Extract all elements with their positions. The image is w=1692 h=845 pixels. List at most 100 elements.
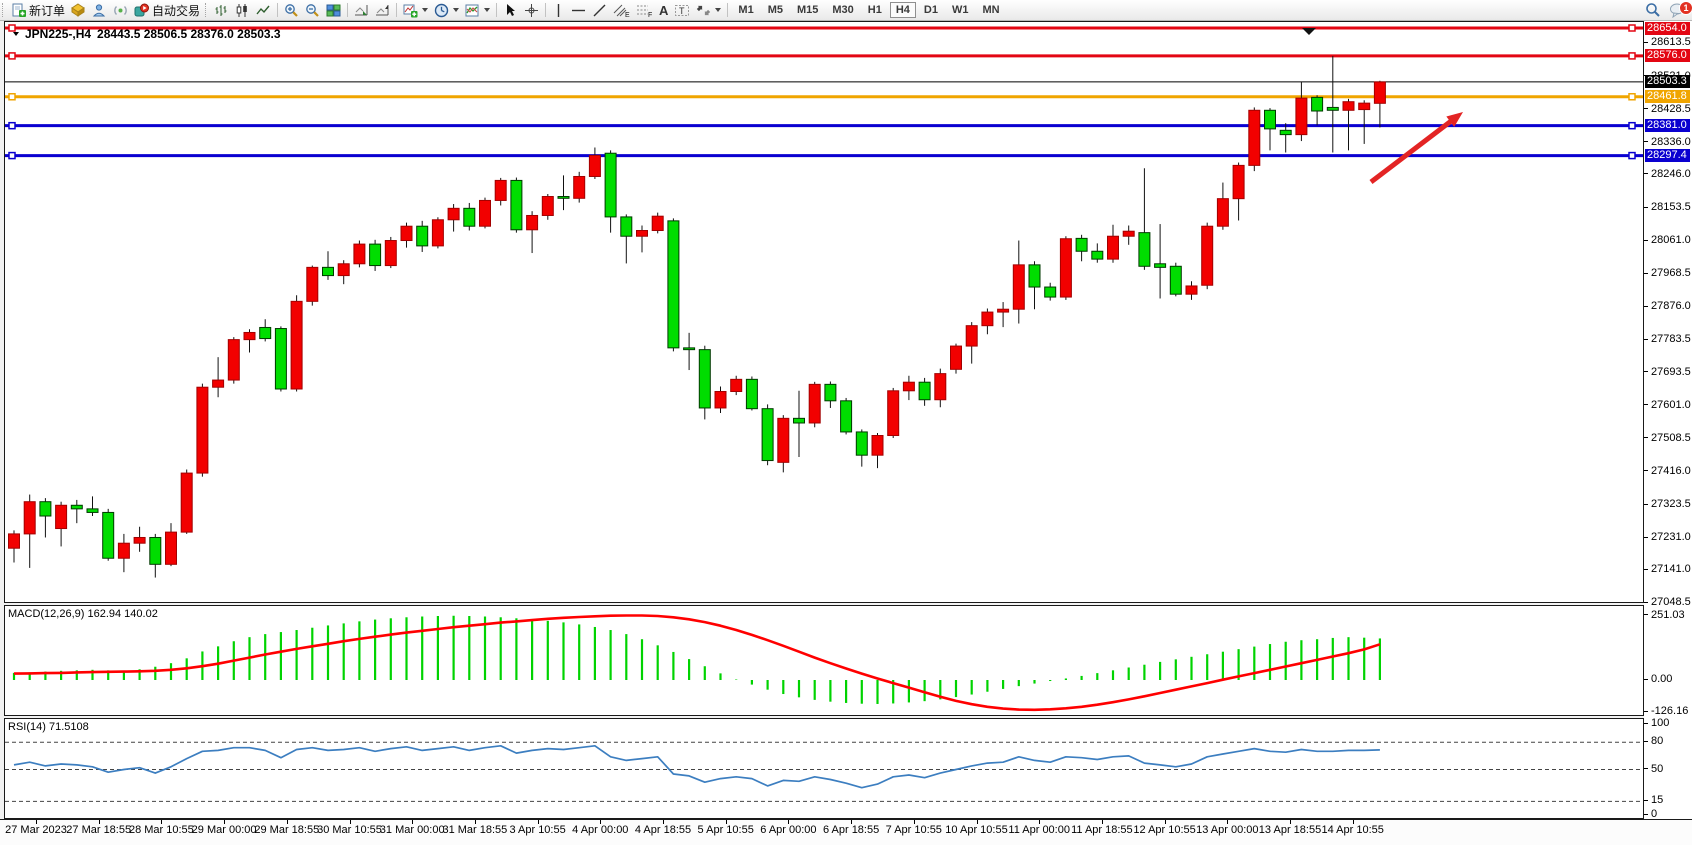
- new-order-button[interactable]: 新订单: [8, 1, 68, 19]
- timeframe-button-m1[interactable]: M1: [738, 4, 754, 16]
- vertical-line-tool[interactable]: [549, 1, 568, 19]
- trend-arrow-head[interactable]: [1446, 112, 1463, 127]
- timeframe-button-m15[interactable]: M15: [796, 4, 819, 16]
- time-axis-label: 4 Apr 00:00: [572, 824, 629, 836]
- line-chart-button[interactable]: [253, 1, 274, 19]
- candle: [887, 387, 900, 439]
- candle: [1059, 236, 1072, 300]
- timeframe-button-h4[interactable]: H4: [889, 2, 916, 18]
- candle-body: [165, 531, 177, 565]
- timeframe-button-h1[interactable]: H1: [867, 4, 882, 16]
- horizontal-level-line[interactable]: [5, 24, 1643, 32]
- chart-title[interactable]: JPN225-,H4 28443.5 28506.5 28376.0 28503…: [12, 27, 281, 41]
- level-anchor-left[interactable]: [8, 24, 16, 32]
- new-chart-button[interactable]: [400, 1, 431, 19]
- channel-tool[interactable]: E: [610, 1, 633, 19]
- candle-body: [117, 542, 130, 559]
- time-axis-label: 13 Apr 00:00: [1196, 824, 1259, 836]
- fibonacci-tool[interactable]: F: [633, 1, 656, 19]
- timeframe-button-m5[interactable]: M5: [767, 4, 783, 16]
- time-tick-mark: [474, 820, 476, 824]
- signals-button[interactable]: [110, 1, 131, 19]
- search-icon[interactable]: [1645, 2, 1661, 18]
- autotrading-button[interactable]: 自动交易: [131, 1, 203, 19]
- price-tick: 27968.5: [1644, 267, 1691, 279]
- price-level-badge: 28381.0: [1645, 119, 1690, 133]
- level-anchor-left[interactable]: [8, 121, 16, 130]
- cursor-tool-button[interactable]: [500, 1, 521, 19]
- rsi-tick-mark: [1644, 768, 1648, 769]
- level-anchor-right[interactable]: [1628, 121, 1636, 130]
- indicators-button[interactable]: [462, 1, 493, 19]
- macd-pane[interactable]: [4, 605, 1644, 716]
- price-axis[interactable]: 28613.528521.028428.528336.028246.028153…: [1644, 21, 1692, 820]
- chart-title-caret[interactable]: [13, 32, 19, 36]
- text-tool-icon: A: [659, 2, 669, 18]
- arrows-tool[interactable]: [693, 1, 724, 19]
- candle: [1295, 82, 1308, 142]
- candle-body: [573, 175, 586, 199]
- tile-windows-button[interactable]: [323, 1, 344, 19]
- price-tick-mark: [1644, 371, 1648, 373]
- trendline-tool[interactable]: [589, 1, 610, 19]
- autoscroll-button[interactable]: [351, 1, 372, 19]
- level-anchor-left[interactable]: [8, 93, 16, 101]
- candlestick-chart-button[interactable]: [232, 1, 253, 19]
- candle-body: [55, 504, 68, 530]
- toolbar-separator: [496, 3, 498, 17]
- notifications-button[interactable]: 1: [1669, 1, 1692, 18]
- main-chart-pane[interactable]: [4, 21, 1644, 603]
- zoom-out-button[interactable]: [302, 1, 323, 19]
- candle-body: [1342, 101, 1355, 111]
- candle: [651, 212, 664, 234]
- level-anchor-right[interactable]: [1628, 52, 1636, 60]
- period-button[interactable]: [431, 1, 462, 19]
- level-anchor-right[interactable]: [1628, 24, 1636, 32]
- rsi-tick-mark: [1644, 799, 1648, 801]
- level-anchor-left[interactable]: [8, 151, 16, 160]
- price-level-badge: 28461.8: [1645, 90, 1690, 104]
- crosshair-tool-button[interactable]: [521, 1, 542, 19]
- candle-body: [1107, 235, 1119, 260]
- time-tick-mark: [224, 820, 226, 824]
- candle-body: [479, 199, 491, 227]
- horizontal-level-line[interactable]: [5, 121, 1643, 130]
- timeframe-button-w1[interactable]: W1: [951, 4, 969, 16]
- horizontal-level-line[interactable]: [5, 151, 1643, 160]
- candle: [1232, 162, 1245, 221]
- rsi-pane[interactable]: [4, 718, 1644, 819]
- trend-arrow-shaft[interactable]: [1369, 117, 1455, 184]
- text-tool[interactable]: A: [656, 1, 671, 19]
- bar-chart-button[interactable]: [211, 1, 232, 19]
- time-axis[interactable]: 27 Mar 2023 27 Mar 18:55 28 Mar 10:55 29 Ma…: [0, 819, 1692, 845]
- candle-body: [353, 243, 366, 265]
- label-tool[interactable]: T: [671, 1, 693, 19]
- chart-shift-button[interactable]: [372, 1, 393, 19]
- time-axis-label: 11 Apr 00:00: [1008, 824, 1070, 836]
- price-tick-mark: [1644, 108, 1648, 110]
- price-tick-mark: [1644, 536, 1648, 538]
- price-tick: 28613.5: [1644, 36, 1691, 48]
- level-anchor-right[interactable]: [1628, 151, 1636, 160]
- horizontal-level-line[interactable]: [5, 93, 1643, 101]
- trend-arrow[interactable]: [1369, 112, 1463, 184]
- candle-body: [149, 536, 162, 565]
- horizontal-level-line[interactable]: [5, 52, 1643, 60]
- timeframe-button-m30[interactable]: M30: [832, 4, 854, 16]
- horizontal-line-tool[interactable]: [568, 1, 589, 19]
- chart-shift-marker[interactable]: [1302, 28, 1316, 35]
- candle: [259, 319, 272, 342]
- timeframe-button-mn[interactable]: MN: [982, 4, 1000, 16]
- price-tick-mark: [1644, 239, 1648, 241]
- level-anchor-left[interactable]: [8, 52, 16, 60]
- navigator-button[interactable]: [89, 1, 110, 19]
- price-tick-mark: [1644, 568, 1648, 570]
- price-tick-label: 28428.5: [1651, 102, 1691, 115]
- market-watch-button[interactable]: [68, 1, 89, 19]
- candle: [855, 429, 868, 467]
- candle: [494, 177, 507, 206]
- new-order-label: 新订单: [29, 3, 66, 18]
- zoom-in-button[interactable]: [281, 1, 302, 19]
- level-anchor-right[interactable]: [1628, 93, 1636, 101]
- timeframe-button-d1[interactable]: D1: [923, 4, 938, 16]
